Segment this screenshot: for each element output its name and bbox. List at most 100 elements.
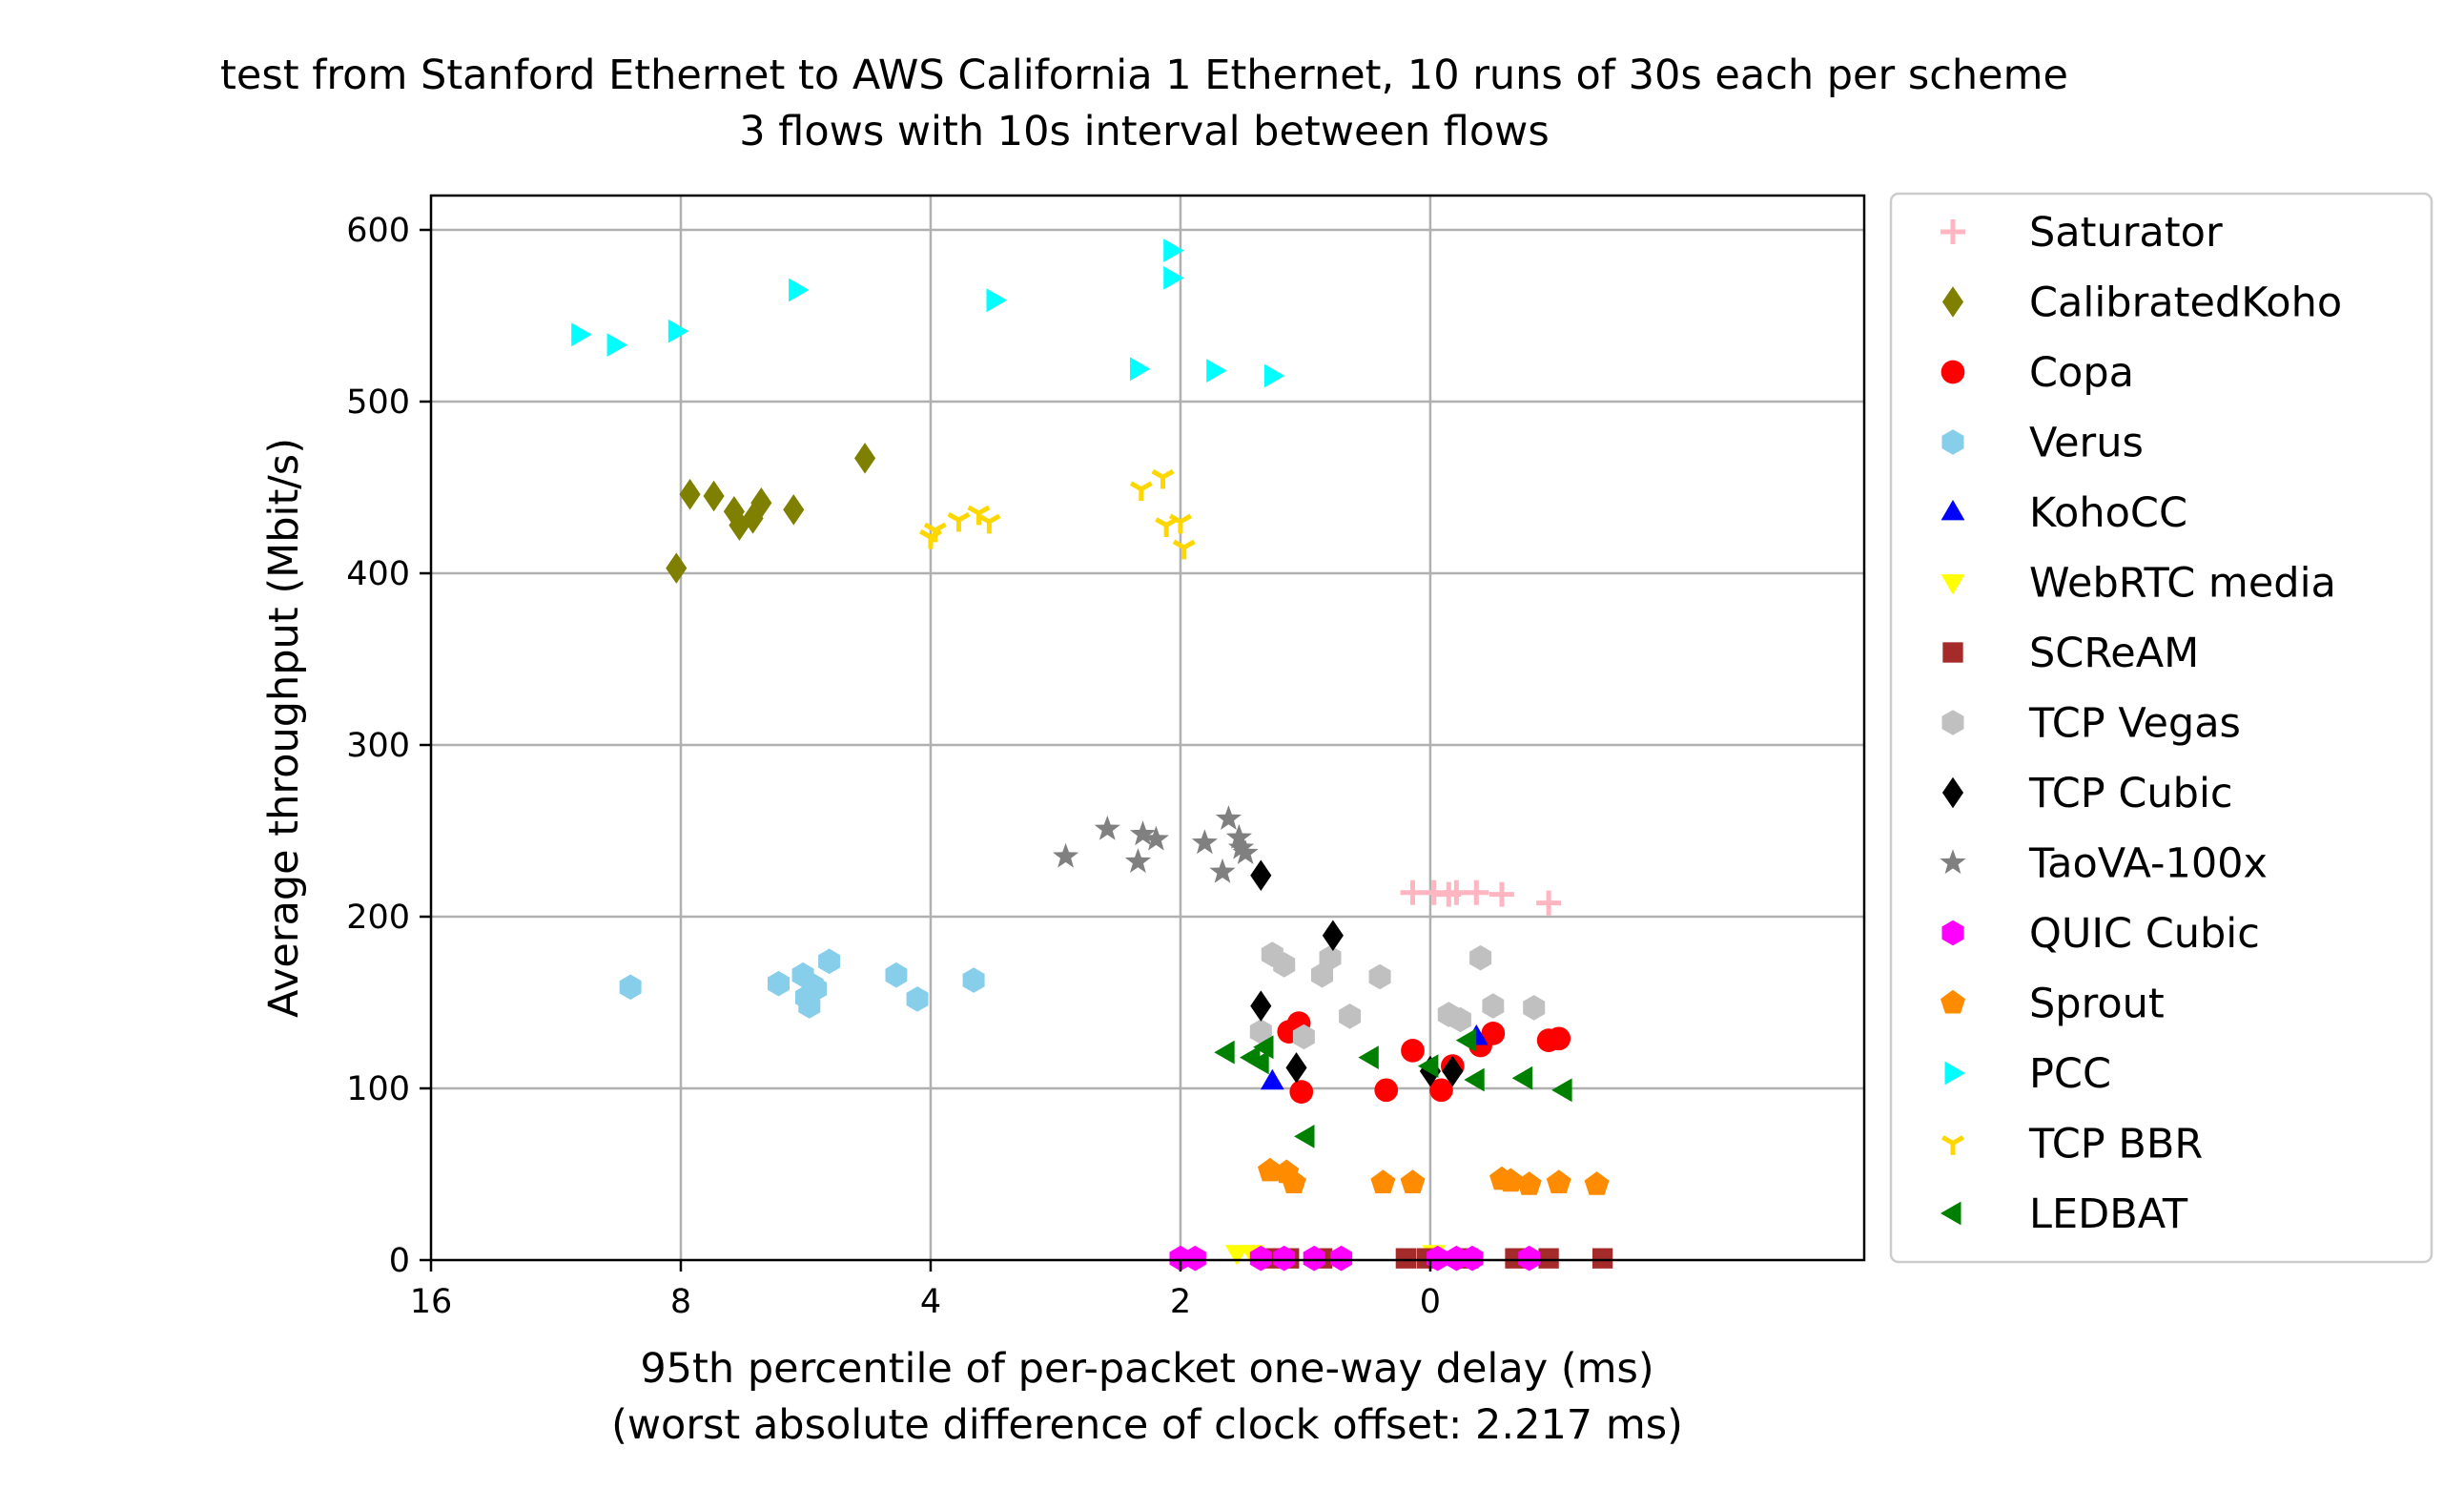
y-tick-label: 600 [346,212,410,250]
point-quic-cubic [1330,1245,1353,1272]
point-taova-100x [1094,815,1120,840]
point-tcp-bbr [1151,468,1175,489]
legend-marker-sprout [1940,989,1965,1014]
grid [431,196,1864,1260]
point-copa [1374,1078,1399,1103]
point-quic-cubic [1249,1245,1272,1272]
point-tcp-bbr [1155,517,1179,537]
point-ledbat [1511,1065,1533,1090]
point-verus [885,962,908,988]
point-tcp-vegas [1273,952,1296,978]
point-tcp-cubic [1250,859,1272,892]
legend-label-kohocc: KohoCC [2029,489,2187,537]
point-taova-100x [1215,805,1242,830]
point-verus [805,976,828,1002]
point-quic-cubic [1303,1245,1325,1272]
legend-label-scream: SCReAM [2029,630,2199,677]
legend-marker-kohocc [1940,500,1965,521]
point-pcc [1263,363,1285,388]
legend-marker-ledbat [1940,1201,1961,1226]
point-tcp-vegas [1339,1003,1362,1029]
point-copa [1547,1026,1571,1051]
point-tcp-bbr [1168,513,1192,534]
point-copa [1401,1039,1425,1063]
point-ledbat [1248,1050,1269,1075]
point-copa [1481,1022,1506,1045]
point-taova-100x [1191,829,1218,855]
legend-marker-taova-100x [1940,849,1966,875]
point-tcp-cubic [1442,1055,1464,1087]
point-tcp-vegas [1523,995,1546,1021]
point-sprout [1498,1168,1524,1192]
point-tcp-cubic [1250,990,1272,1022]
point-tcp-bbr [947,511,971,532]
legend-label-pcc: PCC [2029,1050,2111,1098]
point-pcc [1130,357,1151,382]
point-tcp-bbr [1129,481,1153,502]
point-copa [1429,1078,1453,1103]
point-sprout [1400,1169,1426,1193]
point-scream [1395,1248,1417,1269]
point-saturator [1464,879,1489,905]
point-taova-100x [1225,823,1252,849]
point-verus [619,974,642,1001]
point-quic-cubic [1427,1245,1449,1272]
data-points [571,238,1613,1272]
point-taova-100x [1209,858,1236,883]
legend-label-verus: Verus [2029,420,2144,467]
legend-marker-scream [1942,642,1963,663]
point-tcp-cubic [1322,920,1344,952]
point-calibratedkoho [666,552,688,584]
point-calibratedkoho [783,494,805,526]
point-ledbat [1253,1035,1274,1060]
point-tcp-cubic [1285,1052,1307,1084]
point-tcp-bbr [977,513,1001,534]
point-tcp-vegas [1249,1019,1272,1044]
legend-label-saturator: Saturator [2029,209,2223,257]
point-pcc [667,319,689,343]
point-quic-cubic [1183,1245,1206,1272]
legend-marker-pcc [1944,1061,1965,1086]
point-ledbat [1455,1028,1477,1052]
point-saturator [1400,879,1426,905]
legend-label-webrtc-media: WebRTC media [2029,560,2336,608]
x-tick-label: 8 [670,1283,691,1321]
point-taova-100x [1124,848,1151,873]
point-kohocc [1260,1068,1284,1090]
point-verus [962,967,985,993]
point-saturator [1436,881,1462,907]
legend-label-copa: Copa [2029,349,2134,397]
point-scream [1591,1248,1613,1269]
point-pcc [606,333,628,357]
point-ledbat [1294,1125,1315,1148]
point-taova-100x [1129,820,1157,846]
point-calibratedkoho [729,509,750,541]
point-taova-100x [1053,842,1079,868]
y-tick-label: 300 [346,727,410,765]
y-tick-label: 200 [346,899,410,937]
point-pcc [986,288,1007,313]
point-tcp-vegas [1368,963,1391,990]
point-sprout [1281,1169,1306,1193]
point-saturator [1536,890,1562,916]
point-verus [768,970,790,997]
point-pcc [571,322,592,347]
x-tick-label: 4 [920,1283,941,1321]
legend-label-sprout: Sprout [2029,981,2165,1028]
point-calibratedkoho [854,443,876,474]
x-tick-label: 2 [1170,1283,1191,1321]
legend-label-ledbat: LEDBAT [2029,1190,2188,1238]
point-pcc [789,278,810,302]
point-quic-cubic [1461,1245,1484,1272]
point-sprout [1516,1171,1542,1195]
point-quic-cubic [1273,1245,1296,1272]
point-tcp-vegas [1469,944,1492,971]
x-tick-label: 16 [410,1283,453,1321]
point-tcp-bbr [967,505,991,526]
point-ledbat [1214,1040,1235,1065]
legend-marker-copa [1940,360,1965,384]
legend-label-quic-cubic: QUIC Cubic [2029,910,2260,958]
legend-marker-saturator [1940,219,1965,244]
point-calibratedkoho [703,480,725,512]
